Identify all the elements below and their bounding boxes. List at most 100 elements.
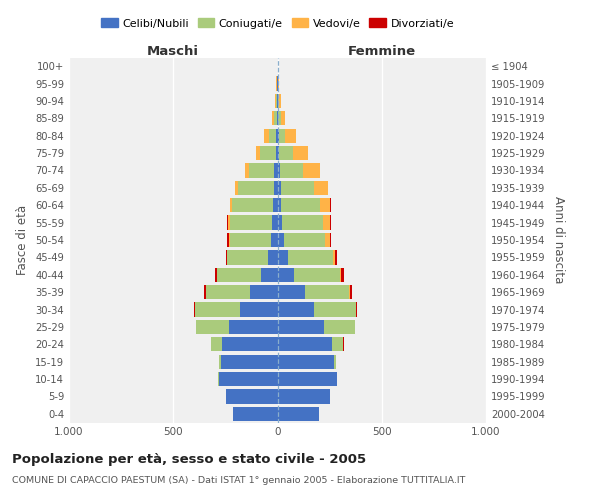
- Bar: [314, 302, 356, 316]
- Bar: [219, 354, 221, 369]
- Bar: [250, 285, 277, 300]
- Bar: [196, 320, 229, 334]
- Bar: [277, 406, 319, 421]
- Bar: [281, 198, 320, 212]
- Bar: [350, 285, 352, 300]
- Text: Femmine: Femmine: [347, 46, 416, 59]
- Bar: [226, 390, 277, 404]
- Bar: [340, 268, 341, 282]
- Bar: [195, 302, 240, 316]
- Bar: [276, 146, 277, 160]
- Bar: [330, 216, 331, 230]
- Bar: [194, 302, 195, 316]
- Bar: [229, 320, 277, 334]
- Bar: [277, 111, 278, 126]
- Bar: [256, 146, 260, 160]
- Bar: [278, 111, 281, 126]
- Bar: [274, 164, 277, 177]
- Bar: [285, 128, 296, 143]
- Bar: [277, 233, 284, 247]
- Bar: [271, 233, 277, 247]
- Bar: [277, 128, 278, 143]
- Bar: [278, 128, 285, 143]
- Bar: [277, 372, 337, 386]
- Bar: [261, 268, 277, 282]
- Bar: [272, 111, 274, 126]
- Bar: [228, 216, 230, 230]
- Bar: [325, 233, 329, 247]
- Bar: [288, 250, 333, 264]
- Bar: [245, 164, 250, 177]
- Bar: [226, 250, 227, 264]
- Bar: [305, 285, 349, 300]
- Bar: [330, 198, 331, 212]
- Bar: [250, 164, 274, 177]
- Text: Maschi: Maschi: [147, 46, 199, 59]
- Legend: Celibi/Nubili, Coniugati/e, Vedovi/e, Divorziati/e: Celibi/Nubili, Coniugati/e, Vedovi/e, Di…: [97, 14, 458, 33]
- Bar: [333, 250, 335, 264]
- Bar: [335, 250, 337, 264]
- Bar: [284, 233, 325, 247]
- Bar: [277, 390, 329, 404]
- Bar: [320, 198, 330, 212]
- Bar: [275, 94, 276, 108]
- Bar: [293, 146, 308, 160]
- Bar: [279, 146, 293, 160]
- Bar: [332, 337, 343, 351]
- Bar: [230, 216, 272, 230]
- Text: Popolazione per età, sesso e stato civile - 2005: Popolazione per età, sesso e stato civil…: [12, 452, 366, 466]
- Bar: [314, 180, 328, 195]
- Bar: [238, 180, 274, 195]
- Bar: [281, 180, 314, 195]
- Bar: [279, 94, 281, 108]
- Bar: [264, 128, 269, 143]
- Bar: [323, 216, 330, 230]
- Bar: [277, 216, 282, 230]
- Bar: [276, 94, 277, 108]
- Bar: [329, 233, 331, 247]
- Bar: [215, 268, 217, 282]
- Bar: [277, 320, 325, 334]
- Bar: [260, 146, 276, 160]
- Bar: [280, 164, 303, 177]
- Bar: [325, 320, 355, 334]
- Bar: [240, 302, 277, 316]
- Bar: [277, 285, 305, 300]
- Bar: [277, 302, 314, 316]
- Bar: [232, 198, 273, 212]
- Bar: [272, 216, 277, 230]
- Bar: [233, 406, 277, 421]
- Bar: [277, 146, 279, 160]
- Bar: [230, 233, 271, 247]
- Bar: [211, 337, 222, 351]
- Bar: [277, 337, 332, 351]
- Bar: [206, 285, 250, 300]
- Bar: [356, 302, 358, 316]
- Bar: [227, 216, 228, 230]
- Bar: [230, 198, 232, 212]
- Bar: [218, 372, 219, 386]
- Y-axis label: Anni di nascita: Anni di nascita: [553, 196, 565, 284]
- Bar: [217, 268, 261, 282]
- Bar: [273, 198, 277, 212]
- Bar: [274, 180, 277, 195]
- Bar: [274, 111, 277, 126]
- Bar: [269, 128, 277, 143]
- Bar: [334, 354, 336, 369]
- Bar: [303, 164, 320, 177]
- Y-axis label: Fasce di età: Fasce di età: [16, 205, 29, 275]
- Bar: [294, 268, 340, 282]
- Bar: [341, 268, 344, 282]
- Bar: [277, 354, 334, 369]
- Bar: [235, 180, 238, 195]
- Bar: [268, 250, 277, 264]
- Bar: [222, 337, 277, 351]
- Bar: [229, 233, 230, 247]
- Bar: [219, 372, 277, 386]
- Bar: [282, 216, 323, 230]
- Bar: [278, 94, 279, 108]
- Bar: [277, 180, 281, 195]
- Bar: [281, 111, 285, 126]
- Bar: [277, 268, 294, 282]
- Bar: [277, 250, 288, 264]
